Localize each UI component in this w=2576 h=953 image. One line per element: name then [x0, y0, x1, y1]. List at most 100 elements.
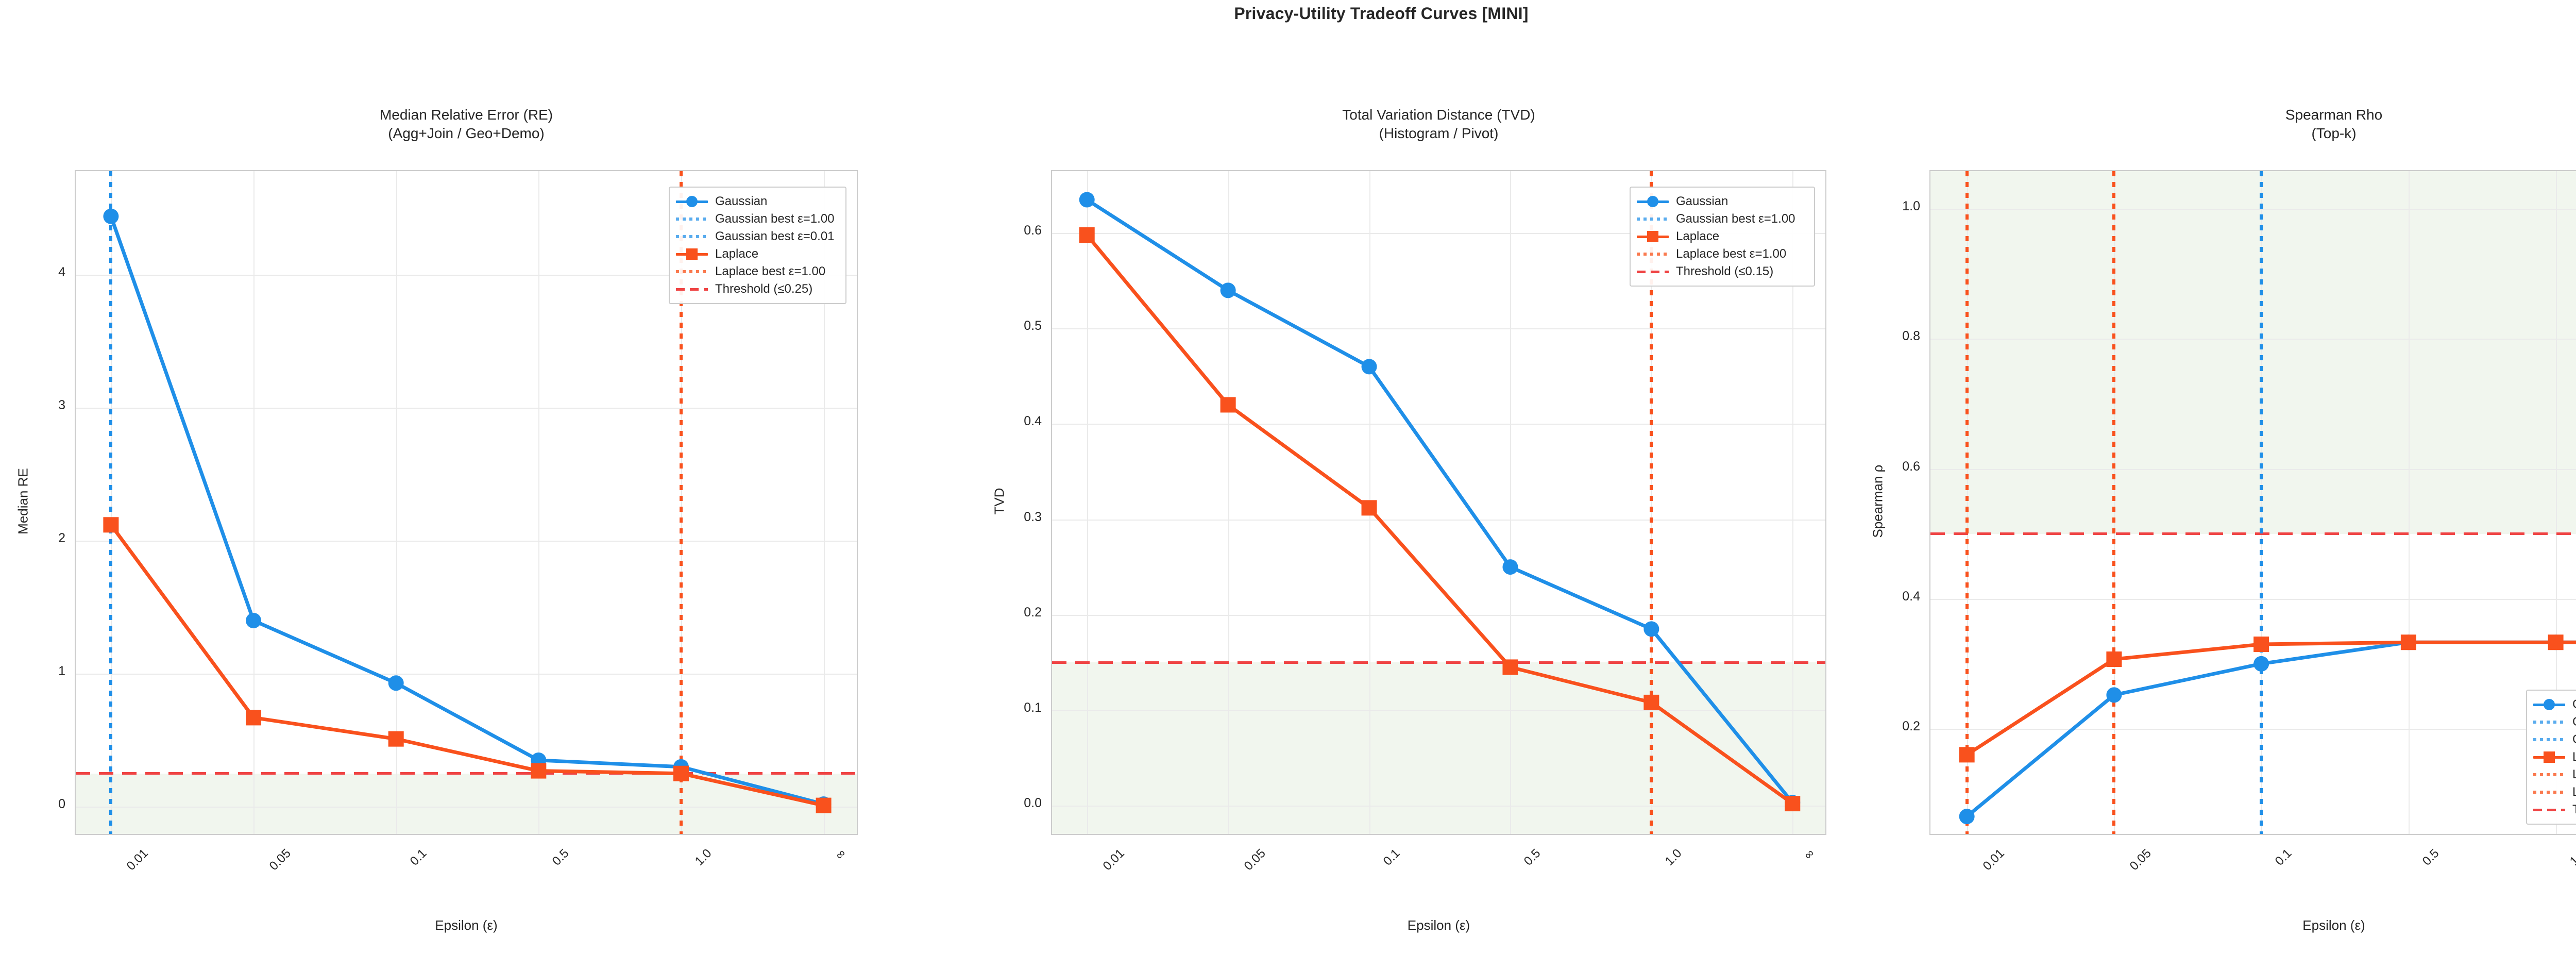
- data-point-gaussian: [2253, 656, 2269, 672]
- legend-swatch-icon: [1637, 196, 1669, 207]
- legend-item[interactable]: Laplace: [2533, 748, 2576, 766]
- legend-swatch-icon: [2533, 699, 2565, 710]
- legend-item[interactable]: Gaussian best ε=1.00: [676, 210, 838, 228]
- gridline-vertical: [1228, 171, 1229, 834]
- data-point-laplace: [1361, 500, 1377, 516]
- best-epsilon-vline: [109, 171, 113, 834]
- legend-swatch-icon: [2533, 751, 2565, 763]
- data-point-gaussian: [1643, 621, 1659, 637]
- dotted-line-icon: [676, 270, 708, 273]
- data-point-laplace: [103, 517, 119, 533]
- legend-item[interactable]: Laplace best ε=0.05: [2533, 766, 2576, 783]
- data-point-gaussian: [388, 675, 404, 691]
- subplot-title: Total Variation Distance (TVD) (Histogram…: [1030, 106, 1847, 143]
- data-point-gaussian: [1220, 282, 1236, 298]
- series-layer: [103, 208, 832, 813]
- series-line-laplace: [1965, 640, 2576, 757]
- legend-item-label: Gaussian best ε=1.00: [1676, 212, 1795, 226]
- legend-item[interactable]: Gaussian: [1637, 193, 1807, 210]
- plot-area: [1052, 171, 1825, 834]
- legend-item[interactable]: Threshold (≤0.25): [676, 280, 838, 298]
- best-epsilon-vline: [2260, 171, 2263, 834]
- x-axis-label: Epsilon (ε): [1407, 917, 1470, 933]
- y-tick-label: 2: [58, 531, 65, 546]
- y-tick-label: 0.1: [1024, 700, 1042, 715]
- y-tick-label: 0.0: [1024, 795, 1042, 810]
- threshold-shaded-region: [1930, 171, 2576, 534]
- legend-item-label: Gaussian: [715, 194, 768, 208]
- y-tick-label: 0.6: [1024, 223, 1042, 238]
- dotted-line-icon: [2533, 721, 2565, 724]
- figure-suptitle: Privacy-Utility Tradeoff Curves [MINI]: [1234, 4, 1529, 23]
- gridline-horizontal: [76, 275, 857, 276]
- legend-item[interactable]: Laplace best ε=1.00: [1637, 245, 1807, 263]
- legend-item[interactable]: Gaussian: [2533, 696, 2576, 713]
- legend-item[interactable]: Threshold (≤0.15): [1637, 263, 1807, 280]
- dashed-line-icon: [2533, 808, 2565, 811]
- x-axis-label: Epsilon (ε): [435, 917, 498, 933]
- legend-item[interactable]: Gaussian: [676, 193, 838, 210]
- x-tick-label: 1.0: [2567, 846, 2576, 868]
- data-point-laplace: [2548, 634, 2564, 650]
- legend-swatch-icon: [2533, 716, 2565, 728]
- subplot-title-line2: (Top-k): [2311, 125, 2357, 141]
- legend-item[interactable]: Laplace: [676, 245, 838, 263]
- gridline-horizontal: [1930, 598, 2576, 600]
- subplot-title-line1: Median Relative Error (RE): [379, 107, 553, 123]
- legend-item-label: Laplace best ε=0.05: [2572, 767, 2576, 781]
- legend-item[interactable]: Gaussian best ε=0.01: [676, 228, 838, 245]
- data-point-laplace: [388, 731, 404, 747]
- data-point-laplace: [1502, 659, 1518, 675]
- legend-item-label: Gaussian: [1676, 194, 1728, 208]
- gridline-horizontal: [76, 674, 857, 675]
- y-tick-label: 1.0: [1902, 199, 1920, 214]
- threshold-shaded-region: [1052, 662, 1825, 834]
- subplot-title-line1: Spearman Rho: [2285, 107, 2383, 123]
- gridline-vertical: [823, 171, 825, 834]
- x-axis-label: Epsilon (ε): [2302, 917, 2365, 933]
- y-axis-label: Spearman ρ: [1870, 464, 1886, 538]
- legend-item[interactable]: Laplace: [1637, 228, 1807, 245]
- subplot-title: Median Relative Error (RE) (Agg+Join / Ge…: [54, 106, 878, 143]
- threshold-line: [76, 772, 857, 775]
- legend-item[interactable]: Threshold (≥0.5): [2533, 801, 2576, 818]
- legend-item-label: Gaussian best ε=0.01: [715, 229, 835, 243]
- gridline-horizontal: [1930, 209, 2576, 210]
- gridline-vertical: [2408, 171, 2410, 834]
- data-point-gaussian: [1959, 809, 1975, 825]
- legend-item-label: Laplace: [715, 247, 759, 261]
- data-point-gaussian: [246, 613, 262, 629]
- plot-area: [76, 171, 857, 834]
- data-point-laplace: [531, 763, 547, 779]
- legend-item[interactable]: Laplace best ε=0.01: [2533, 783, 2576, 801]
- y-tick-label: 0.5: [1024, 319, 1042, 333]
- gridline-horizontal: [1052, 614, 1825, 616]
- gridline-vertical: [538, 171, 540, 834]
- square-marker-icon: [2544, 751, 2555, 763]
- legend-item[interactable]: Gaussian best ε=0.10: [2533, 713, 2576, 731]
- dotted-line-icon: [676, 235, 708, 238]
- legend-item[interactable]: Gaussian best ε=0.01: [2533, 731, 2576, 748]
- y-tick-label: 0.4: [1902, 589, 1920, 604]
- data-point-gaussian: [1502, 559, 1518, 575]
- legend-item-label: Laplace best ε=0.01: [2572, 785, 2576, 799]
- gridline-vertical: [1087, 171, 1088, 834]
- y-tick-label: 1: [58, 664, 65, 679]
- gridline-horizontal: [1052, 424, 1825, 425]
- gridline-horizontal: [76, 408, 857, 409]
- legend-item-label: Threshold (≥0.5): [2572, 804, 2576, 816]
- gridline-vertical: [1510, 171, 1512, 834]
- legend-swatch-icon: [1637, 266, 1669, 277]
- legend-swatch-icon: [2533, 787, 2565, 798]
- gridline-vertical: [2555, 171, 2557, 834]
- best-epsilon-vline: [1650, 171, 1653, 834]
- y-tick-label: 3: [58, 398, 65, 413]
- gridline-horizontal: [76, 807, 857, 808]
- data-point-laplace: [673, 765, 689, 781]
- axes-area: [1929, 170, 2576, 835]
- legend-item[interactable]: Gaussian best ε=1.00: [1637, 210, 1807, 228]
- legend-swatch-icon: [676, 283, 708, 295]
- legend-item[interactable]: Laplace best ε=1.00: [676, 263, 838, 280]
- legend-item-label: Laplace best ε=1.00: [1676, 247, 1787, 261]
